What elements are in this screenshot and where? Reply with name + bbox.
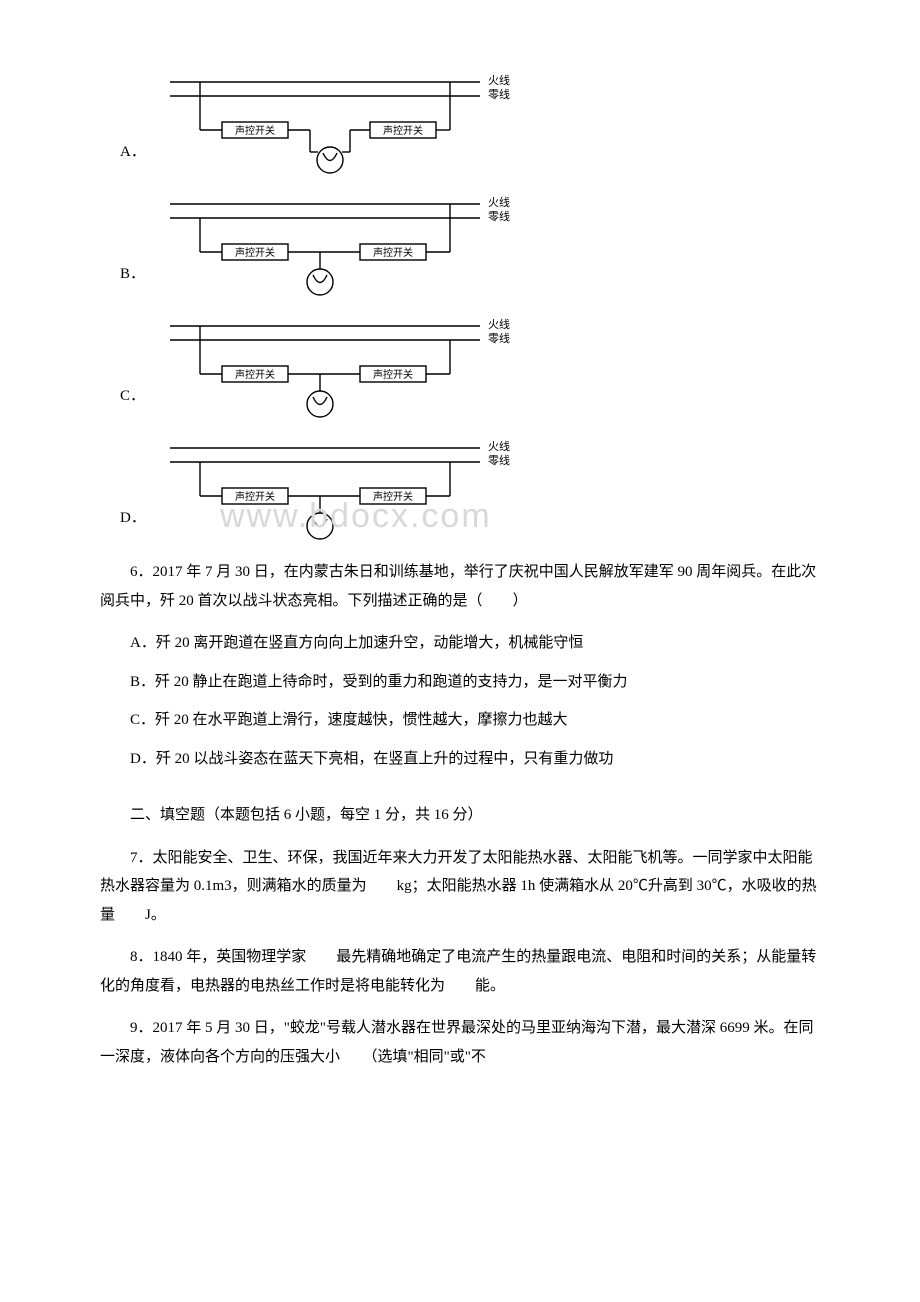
option-letter-a: A． — [100, 138, 160, 179]
q6-option-d: D．歼 20 以战斗姿态在蓝天下亮相，在竖直上升的过程中，只有重力做功 — [100, 745, 820, 774]
switch-label: 声控开关 — [373, 368, 413, 381]
switch-label: 声控开关 — [235, 124, 275, 137]
live-label: 火线 — [488, 439, 510, 453]
option-letter-b: B． — [100, 260, 160, 301]
q6-stem: 6．2017 年 7 月 30 日，在内蒙古朱日和训练基地，举行了庆祝中国人民解… — [100, 558, 820, 615]
q7-text: 7．太阳能安全、卫生、环保，我国近年来大力开发了太阳能热水器、太阳能飞机等。一同… — [100, 844, 820, 930]
option-letter-d: D． — [100, 504, 160, 545]
neutral-label: 零线 — [488, 209, 510, 223]
circuit-diagram-d: 火线 零线 声控开关 声控开关 — [160, 434, 520, 544]
q6-option-c: C．歼 20 在水平跑道上滑行，速度越快，惯性越大，摩擦力也越大 — [100, 706, 820, 735]
circuit-option-c: C． 火线 零线 声控开关 声控开关 — [100, 312, 820, 422]
switch-label: 声控开关 — [373, 490, 413, 503]
q6-option-a: A．歼 20 离开跑道在竖直方向向上加速升空，动能增大，机械能守恒 — [100, 629, 820, 658]
q6-option-b: B．歼 20 静止在跑道上待命时，受到的重力和跑道的支持力，是一对平衡力 — [100, 668, 820, 697]
circuit-diagram-a: 火线 零线 声控开关 声控开关 — [160, 68, 520, 178]
circuit-option-a: A． 火线 零线 声控开关 声控开关 — [100, 68, 820, 178]
neutral-label: 零线 — [488, 87, 510, 101]
section-2-header: 二、填空题（本题包括 6 小题，每空 1 分，共 16 分） — [100, 801, 820, 830]
neutral-label: 零线 — [488, 453, 510, 467]
switch-label: 声控开关 — [235, 246, 275, 259]
live-label: 火线 — [488, 317, 510, 331]
switch-label: 声控开关 — [373, 246, 413, 259]
switch-label: 声控开关 — [383, 124, 423, 137]
option-letter-c: C． — [100, 382, 160, 423]
switch-label: 声控开关 — [235, 490, 275, 503]
circuit-diagram-c: 火线 零线 声控开关 声控开关 — [160, 312, 520, 422]
q9-text: 9．2017 年 5 月 30 日，"蛟龙"号载人潜水器在世界最深处的马里亚纳海… — [100, 1014, 820, 1071]
live-label: 火线 — [488, 73, 510, 87]
switch-label: 声控开关 — [235, 368, 275, 381]
live-label: 火线 — [488, 195, 510, 209]
circuit-option-d: www.bdocx.com D． 火线 零线 声控开关 声控开关 — [100, 434, 820, 544]
q8-text: 8．1840 年，英国物理学家 最先精确地确定了电流产生的热量跟电流、电阻和时间… — [100, 943, 820, 1000]
circuit-option-b: B． 火线 零线 声控开关 声控开关 — [100, 190, 820, 300]
circuit-diagram-b: 火线 零线 声控开关 声控开关 — [160, 190, 520, 300]
neutral-label: 零线 — [488, 331, 510, 345]
